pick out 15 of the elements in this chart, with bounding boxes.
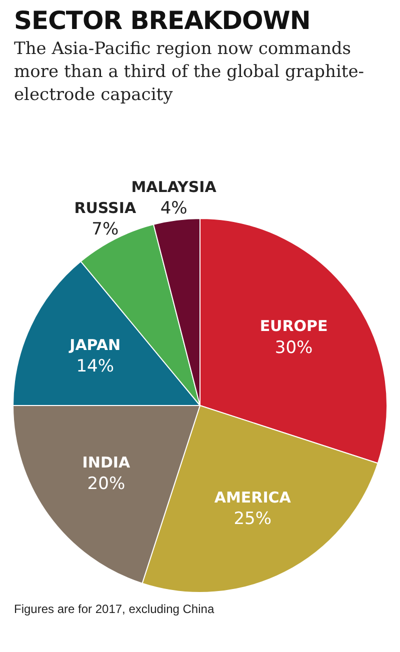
chart-subtitle: The Asia-Pacific region now commands more than a third of the global graphite-electrode capacity <box>14 38 366 107</box>
slice-label: MALAYSIA <box>131 178 217 196</box>
data-label: 30% <box>274 338 313 358</box>
text: Figures are for 2017, excluding China <box>14 602 214 616</box>
slice-label: EUROPE <box>260 317 328 336</box>
slice-label: RUSSIA <box>74 199 136 218</box>
data-label: 14% <box>76 356 114 377</box>
data-label: 7% <box>92 220 119 240</box>
data-label: 4% <box>160 198 188 219</box>
slice-label: AMERICA <box>214 488 292 507</box>
data-label: 25% <box>234 509 272 530</box>
data-label: 20% <box>87 474 126 494</box>
slice-label: JAPAN <box>68 336 121 354</box>
chart-title: SECTOR BREAKDOWN <box>14 6 310 35</box>
slice-label: INDIA <box>82 454 130 472</box>
